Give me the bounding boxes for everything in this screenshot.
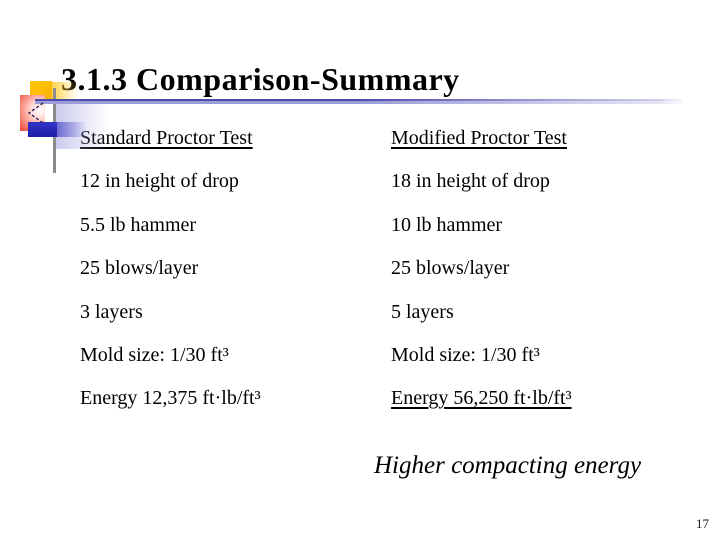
standard-hammer-weight: 5.5 lb hammer xyxy=(80,213,197,236)
slide-title: 3.1.3 Comparison-Summary xyxy=(61,61,460,98)
modified-height-of-drop: 18 in height of drop xyxy=(391,170,550,193)
page-number: 17 xyxy=(696,516,709,531)
modified-layers: 5 layers xyxy=(391,300,454,323)
standard-layers: 3 layers xyxy=(80,300,143,323)
modified-energy: Energy 56,250 ft·lb/ft³ xyxy=(391,387,572,410)
blue-square-glow xyxy=(57,122,87,137)
higher-energy-annotation: Higher compacting energy xyxy=(374,452,642,479)
standard-mold-size: Mold size: 1/30 ft³ xyxy=(80,343,229,366)
modified-mold-size: Mold size: 1/30 ft³ xyxy=(391,343,540,366)
modified-column-header: Modified Proctor Test xyxy=(391,127,567,149)
standard-blows-per-layer: 25 blows/layer xyxy=(80,257,199,280)
horizontal-divider-line xyxy=(35,99,683,104)
comparison-table: Standard Proctor Test Modified Proctor T… xyxy=(80,127,680,431)
standard-height-of-drop: 12 in height of drop xyxy=(80,170,239,193)
chevron-left-icon xyxy=(27,102,44,124)
blue-accent-square xyxy=(28,122,57,137)
standard-column-header: Standard Proctor Test xyxy=(80,127,253,149)
modified-blows-per-layer: 25 blows/layer xyxy=(391,257,510,280)
standard-energy: Energy 12,375 ft·lb/ft³ xyxy=(80,387,261,410)
modified-hammer-weight: 10 lb hammer xyxy=(391,213,503,236)
yellow-square-glow xyxy=(50,82,78,104)
slide-corner-ornament xyxy=(0,0,720,200)
